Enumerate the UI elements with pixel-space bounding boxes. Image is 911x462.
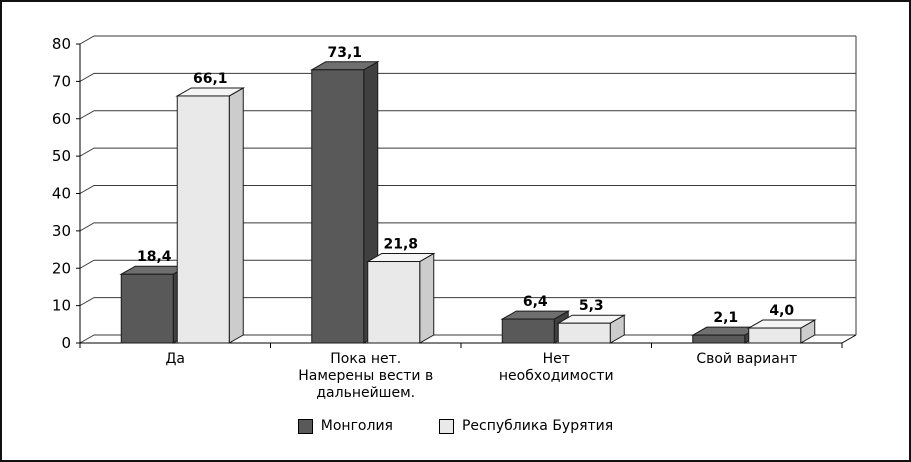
gridline [79, 259, 856, 269]
category-label: Пока нет. Намерены вести в дальнейшем. [298, 351, 433, 401]
y-axis-label: 40 [52, 185, 71, 203]
legend-swatch-mongolia [297, 418, 313, 434]
gridline [79, 35, 856, 45]
bar-value-label: 66,1 [193, 71, 228, 87]
legend-item-buryatia: Республика Бурятия [438, 418, 614, 434]
bar-value-label: 6,4 [523, 294, 548, 310]
bar [501, 318, 555, 344]
y-axis-label: 80 [52, 35, 71, 53]
bar [120, 273, 174, 344]
gridline [79, 110, 856, 120]
y-axis-label: 50 [52, 147, 71, 165]
floor-edge [841, 334, 857, 344]
y-axis-label: 30 [52, 222, 71, 240]
y-axis-label: 60 [52, 110, 71, 128]
y-axis-label: 0 [61, 334, 71, 352]
bar [557, 322, 611, 344]
category-label: Нет необходимости [499, 351, 614, 384]
gridline [79, 185, 856, 194]
bar-side-face [228, 87, 244, 344]
category-label: Свой вариант [696, 351, 797, 367]
bar [176, 95, 230, 344]
y-axis-label: 70 [52, 72, 71, 90]
legend-label-buryatia: Республика Бурятия [461, 418, 614, 434]
category-label: Да [165, 351, 185, 367]
y-axis-label: 20 [52, 259, 71, 277]
legend-swatch-buryatia [438, 418, 454, 434]
bar [692, 334, 746, 344]
gridline [79, 72, 856, 82]
legend: Монголия Республика Бурятия [2, 418, 909, 434]
bar-value-label: 18,4 [137, 249, 172, 265]
gridline [79, 297, 856, 307]
y-axis-label: 10 [52, 297, 71, 315]
bar [367, 261, 421, 344]
bar [748, 327, 802, 344]
bar [311, 69, 365, 344]
gridline [79, 222, 856, 232]
bar-value-label: 73,1 [327, 45, 362, 61]
bar-value-label: 5,3 [579, 298, 604, 314]
legend-label-mongolia: Монголия [320, 418, 393, 434]
bar-value-label: 2,1 [713, 310, 738, 326]
legend-item-mongolia: Монголия [297, 418, 393, 434]
bar-value-label: 4,0 [769, 303, 794, 319]
bar-value-label: 21,8 [383, 237, 418, 253]
gridline [79, 147, 856, 157]
bar-side-face [419, 252, 435, 344]
